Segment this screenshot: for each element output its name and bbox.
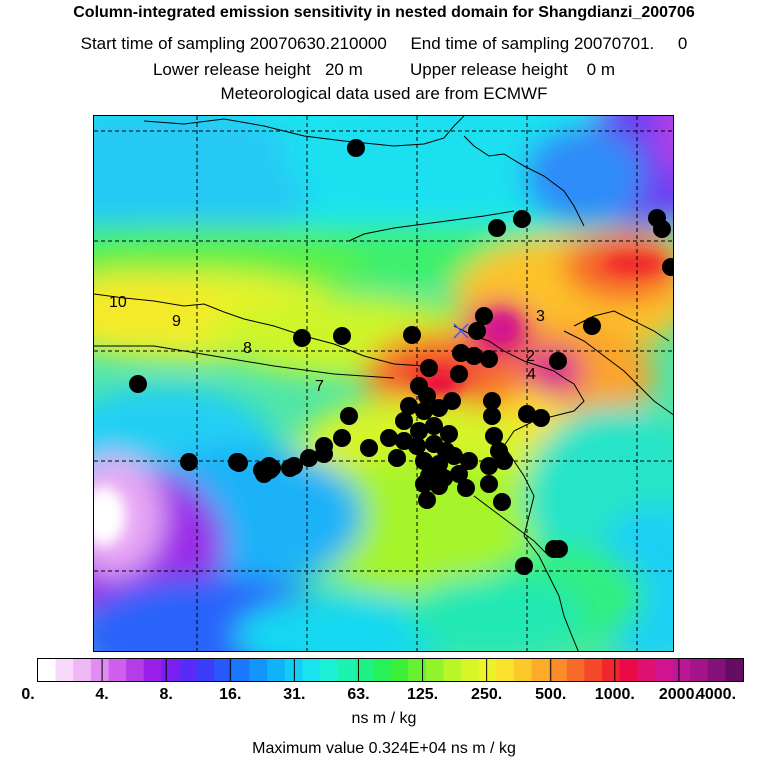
colorbar-swatch <box>566 659 585 681</box>
colorbar-swatch <box>179 659 198 681</box>
colorbar-swatch <box>302 659 321 681</box>
colorbar-swatch <box>602 659 621 681</box>
trajectory-label: 4 <box>527 366 536 383</box>
colorbar-swatch <box>337 659 356 681</box>
colorbar-tick-label: 0. <box>21 686 35 703</box>
release-height-line: Lower release height 20 m Upper release … <box>152 60 616 79</box>
colorbar-swatch <box>725 659 743 681</box>
trajectory-label: 8 <box>243 340 252 357</box>
colorbar-swatch <box>355 659 374 681</box>
colorbar-swatch <box>707 659 726 681</box>
colorbar-tick-label: 8. <box>159 686 173 703</box>
colorbar-swatch <box>513 659 533 681</box>
colorbar-swatch <box>461 659 480 681</box>
colorbar-swatch <box>214 659 233 681</box>
plot-title: Column-integrated emission sensitivity i… <box>73 4 695 21</box>
colorbar-swatch <box>425 659 444 681</box>
colorbar-swatch <box>196 659 215 681</box>
receptor-site-marker <box>453 323 469 339</box>
meteo-source-line: Meteorological data used are from ECMWF <box>220 84 548 103</box>
colorbar-swatch <box>531 659 550 681</box>
colorbar-tick-label: 2000. <box>658 686 699 703</box>
colorbar-swatch <box>390 659 409 681</box>
map-canvas: 10 9 8 7 3 2 4 <box>94 116 673 651</box>
colorbar-tick-label: 4. <box>95 686 109 703</box>
colorbar-swatch <box>73 659 92 681</box>
trajectory-label: 10 <box>109 294 127 311</box>
emission-sensitivity-map: 10 9 8 7 3 2 4 <box>93 115 674 652</box>
colorbar-swatch <box>320 659 339 681</box>
colorbar-swatch <box>126 659 145 681</box>
colorbar-tick-label: 63. <box>347 686 370 703</box>
colorbar <box>37 658 744 682</box>
colorbar-swatch <box>654 659 674 681</box>
colorbar-swatch <box>38 659 57 681</box>
colorbar-swatch <box>108 659 127 681</box>
trajectory-points <box>129 139 673 575</box>
colorbar-unit: ns m / kg <box>351 710 417 727</box>
colorbar-swatch <box>161 659 180 681</box>
colorbar-swatch <box>55 659 74 681</box>
colorbar-tick-label: 1000. <box>594 686 635 703</box>
colorbar-tick-label: 500. <box>535 686 567 703</box>
colorbar-swatch <box>690 659 709 681</box>
colorbar-swatch <box>637 659 656 681</box>
colorbar-tick-label: 16. <box>219 686 242 703</box>
colorbar-swatch <box>408 659 427 681</box>
colorbar-tick-label: 125. <box>406 686 439 703</box>
sampling-time-line: Start time of sampling 20070630.210000 E… <box>80 34 688 53</box>
colorbar-swatch <box>249 659 268 681</box>
colorbar-swatches <box>38 659 743 681</box>
colorbar-tick-label: 31. <box>283 686 306 703</box>
colorbar-tick-label: 250. <box>471 686 503 703</box>
colorbar-swatch <box>443 659 462 681</box>
trajectory-label: 3 <box>536 308 545 325</box>
colorbar-swatch <box>90 659 110 681</box>
trajectory-label: 9 <box>172 313 181 330</box>
colorbar-swatch <box>496 659 515 681</box>
colorbar-swatch <box>143 659 162 681</box>
trajectory-label: 7 <box>315 378 324 395</box>
colorbar-swatch <box>267 659 286 681</box>
trajectory-label: 2 <box>526 348 535 365</box>
colorbar-swatch <box>584 659 603 681</box>
colorbar-swatch <box>619 659 638 681</box>
colorbar-swatch <box>372 659 392 681</box>
max-value-line: Maximum value 0.324E+04 ns m / kg <box>252 740 516 757</box>
trajectory-labels: 10 9 8 7 3 2 4 <box>109 294 545 395</box>
colorbar-swatch <box>231 659 251 681</box>
colorbar-tick-label: 4000. <box>695 686 737 703</box>
colorbar-swatch <box>549 659 568 681</box>
colorbar-swatch <box>478 659 497 681</box>
coastlines <box>94 116 673 651</box>
colorbar-swatch <box>672 659 691 681</box>
